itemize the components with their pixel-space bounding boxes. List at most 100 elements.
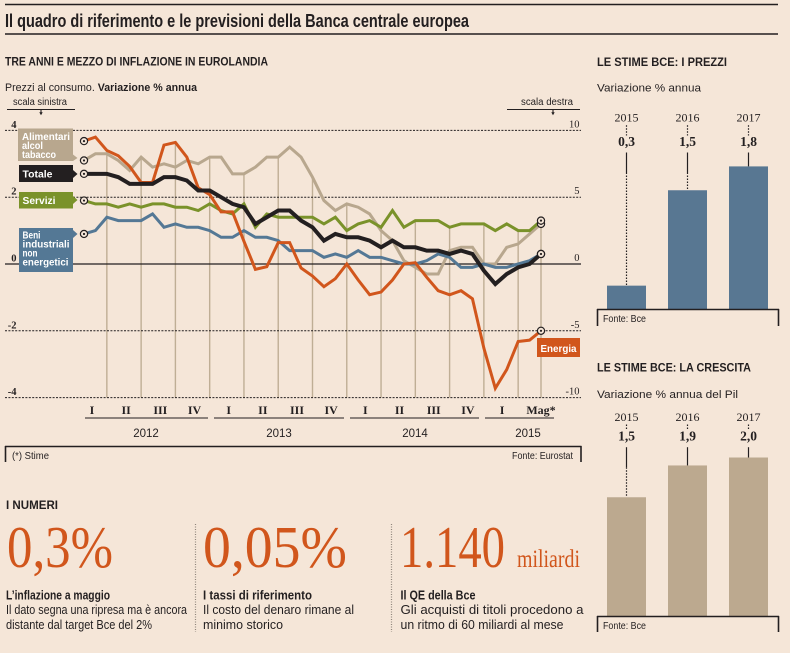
y-left-tick-label: -2 xyxy=(8,320,17,331)
key-number-text: distante dal target Bce del 2% xyxy=(6,618,152,632)
inflation-panel-title: TRE ANNI E MEZZO DI INFLAZIONE IN EUROLA… xyxy=(5,55,268,69)
series-point-marker-center xyxy=(82,159,86,162)
source-note: Fonte: Bce xyxy=(603,314,646,325)
x-quarter-label: I xyxy=(500,403,505,417)
inflation-panel-footer: (*) Stime Fonte: Eurostat xyxy=(4,445,582,462)
key-number-title: L’inflazione a maggio xyxy=(6,588,110,603)
series-line-alimentari-alcol-tabacco xyxy=(83,145,542,276)
legend-label-beni-industriali: Beni industriali non energetici xyxy=(19,228,78,272)
x-quarter-label: Mag* xyxy=(526,403,555,417)
y-right-tick-label: -10 xyxy=(566,387,580,398)
key-number-text: Gli acquisti di titoli procedono a xyxy=(401,603,584,617)
key-number-value: 0,05% xyxy=(203,514,347,580)
x-year-label: 2012 xyxy=(133,428,159,440)
down-arrow-icon xyxy=(39,109,43,116)
growth-panel-title: LE STIME BCE: LA CRESCITA xyxy=(597,361,751,375)
y-right-tick-label: -5 xyxy=(571,320,580,331)
key-number-unit: miliardi xyxy=(517,546,580,573)
bar-2017 xyxy=(729,457,768,617)
key-number-value: 0,3% xyxy=(7,514,113,580)
subtitle-regular: Prezzi al consumo. xyxy=(5,82,98,94)
bar-value-label: 1,5 xyxy=(618,429,635,444)
bar-2016 xyxy=(668,190,707,310)
x-year-label: 2013 xyxy=(266,428,292,440)
y-left-tick-label: 2 xyxy=(11,187,16,198)
header: Il quadro di riferimento e le previsioni… xyxy=(5,3,778,35)
legend-label-alimentari: Alimentari alcol tabacco xyxy=(18,128,78,161)
legend-pointer xyxy=(73,196,78,204)
x-quarter-label: II xyxy=(258,403,268,417)
legend-pointer xyxy=(73,230,78,238)
legend-text: energetici xyxy=(23,257,69,269)
series-point-marker-center xyxy=(82,199,86,202)
bar-value-label: 2,0 xyxy=(740,429,757,444)
legend-pointer xyxy=(73,170,78,178)
inflation-panel-subtitle: Prezzi al consumo. Variazione % annua xyxy=(5,82,198,94)
bar-category-label: 2015 xyxy=(615,111,639,125)
legend-label-totale: Totale xyxy=(19,165,78,182)
legend-text: Servizi xyxy=(23,195,56,207)
left-scale-label: scala sinistra xyxy=(13,97,67,108)
key-number-qe: 1.140 miliardi Il QE della Bce Gli acqui… xyxy=(400,514,584,632)
prices-forecast-panel: LE STIME BCE: I PREZZI Variazione % annu… xyxy=(596,55,780,326)
key-number-title: Il QE della Bce xyxy=(401,588,476,603)
key-number-text: un ritmo di 60 miliardi al mese xyxy=(401,618,564,632)
source-note: Fonte: Eurostat xyxy=(512,451,573,462)
legend-text: non xyxy=(23,248,38,260)
legend-label-energia: Energia xyxy=(537,338,580,357)
series-line-servizi xyxy=(83,199,542,233)
x-quarter-label: II xyxy=(121,403,131,417)
bar-2015 xyxy=(607,497,646,617)
x-quarter-label: IV xyxy=(325,403,339,417)
x-quarter-label: III xyxy=(427,403,441,417)
prices-panel-title: LE STIME BCE: I PREZZI xyxy=(597,55,727,69)
bar-category-label: 2016 xyxy=(676,111,700,125)
legend-text: Beni xyxy=(23,230,41,242)
bar-2016 xyxy=(668,465,707,617)
x-year-label: 2015 xyxy=(515,428,541,440)
legend-text: industriali xyxy=(23,239,70,251)
y-right-tick-label: 10 xyxy=(569,119,580,130)
legend-text: tabacco xyxy=(22,149,56,161)
right-scale-label: scala destra xyxy=(521,97,573,108)
key-number-inflation: 0,3% L’inflazione a maggio Il dato segna… xyxy=(6,514,187,632)
x-quarter-label: I xyxy=(226,403,231,417)
bar-category-label: 2016 xyxy=(676,410,700,424)
page-title: Il quadro di riferimento e le previsioni… xyxy=(5,10,470,31)
bar-category-label: 2017 xyxy=(737,410,761,424)
key-number-text: minimo storico xyxy=(203,618,283,632)
series-line-beni-industriali-non-energetici xyxy=(83,211,542,269)
legend-label-servizi: Servizi xyxy=(19,192,78,209)
y-left-tick-label: -4 xyxy=(8,387,17,398)
bar-2017 xyxy=(729,166,768,310)
prices-bar-chart: 2015 0,3 2016 1,5 2017 1,8 xyxy=(607,111,768,310)
y-right-tick-label: 0 xyxy=(574,253,579,264)
legend-box xyxy=(18,128,73,161)
legend-text: alcol xyxy=(22,140,43,152)
growth-panel-subtitle: Variazione % annua del Pil xyxy=(597,389,738,401)
bar-2015 xyxy=(607,285,646,310)
legend-box xyxy=(19,192,73,209)
series-point-marker-center xyxy=(539,252,543,256)
series-point-marker-center xyxy=(82,172,86,175)
x-quarter-label: III xyxy=(290,403,304,417)
prices-panel-subtitle: Variazione % annua xyxy=(597,83,702,95)
series-lines xyxy=(83,135,543,392)
key-numbers-section: I NUMERI 0,3% L’inflazione a maggio Il d… xyxy=(6,498,584,632)
growth-forecast-panel: LE STIME BCE: LA CRESCITA Variazione % a… xyxy=(596,361,780,632)
x-quarter-label: I xyxy=(363,403,368,417)
series-point-marker-center xyxy=(82,232,86,236)
key-number-text: Il costo del denaro rimane al xyxy=(203,603,354,617)
legend-text: Energia xyxy=(541,343,577,355)
key-number-title: I tassi di riferimento xyxy=(203,588,312,603)
series-markers xyxy=(79,136,546,335)
x-quarter-label: IV xyxy=(461,403,475,417)
series-point-marker-center xyxy=(82,139,86,143)
source-note: Fonte: Bce xyxy=(603,621,646,632)
x-quarter-label: III xyxy=(153,403,167,417)
legend-text: Totale xyxy=(23,169,53,181)
growth-bar-chart: 2015 1,5 2016 1,9 2017 2,0 xyxy=(607,410,768,617)
